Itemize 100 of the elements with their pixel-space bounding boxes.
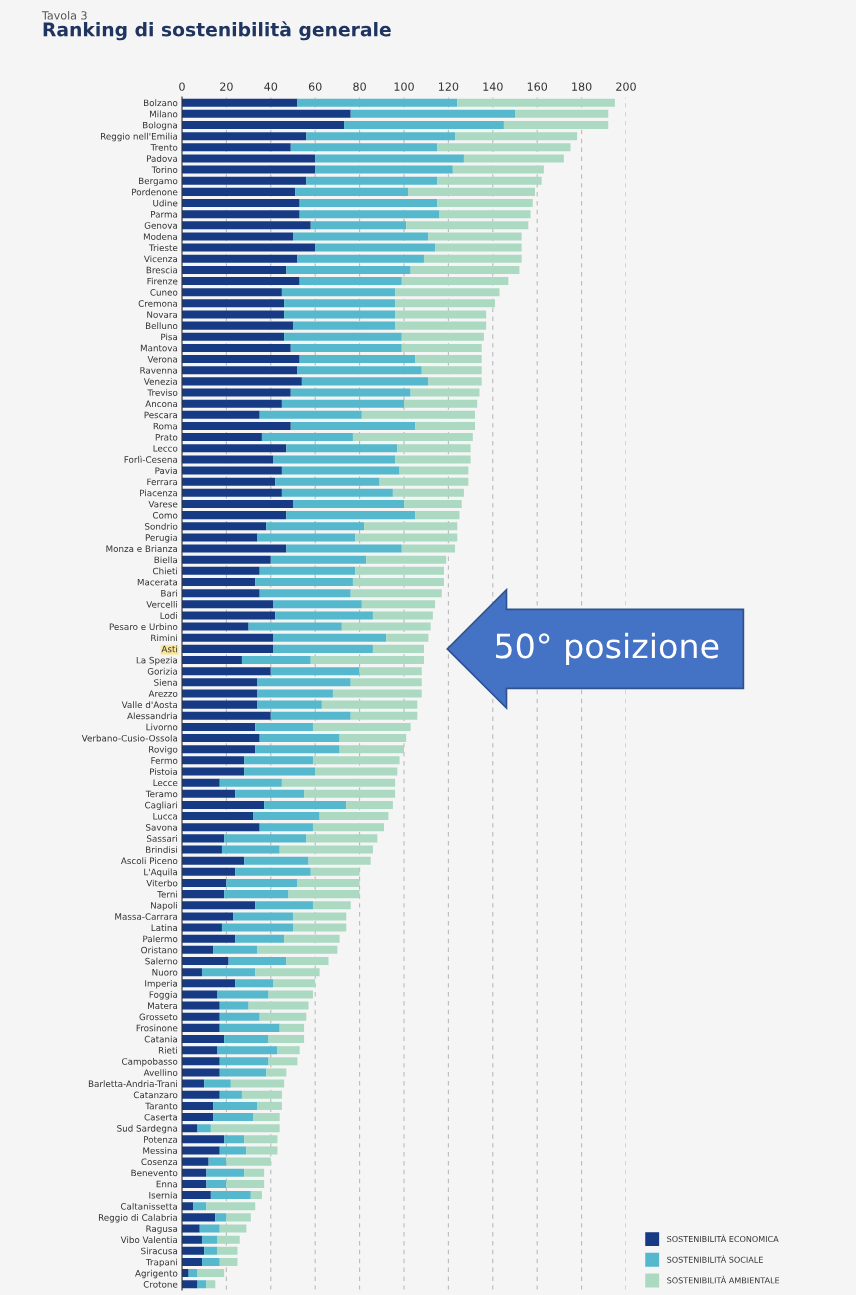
bar	[181, 1224, 200, 1233]
bar	[181, 1046, 218, 1055]
y-tick-label: Rieti	[158, 1046, 177, 1054]
bar	[181, 700, 258, 709]
bar	[312, 823, 385, 832]
x-tick-label: 60	[308, 82, 322, 91]
bar	[292, 321, 396, 330]
bar	[361, 410, 476, 419]
y-tick-label: Novara	[147, 311, 178, 318]
bar	[361, 600, 436, 609]
bar	[206, 1280, 216, 1289]
bar	[437, 143, 571, 152]
bar	[181, 1023, 220, 1032]
bar	[321, 700, 418, 709]
bar	[181, 299, 285, 308]
bar	[259, 734, 340, 743]
bar	[224, 834, 307, 843]
bar	[181, 912, 234, 921]
y-tick-label: Ascoli Piceno	[120, 857, 178, 865]
bar	[181, 689, 258, 698]
bar	[181, 1101, 214, 1110]
y-tick-label: Pescara	[144, 411, 178, 419]
bar	[181, 734, 260, 743]
bar	[244, 1135, 278, 1144]
bar	[292, 499, 404, 508]
y-tick-label: Vicenza	[143, 255, 178, 263]
bar	[437, 176, 542, 185]
bar	[244, 756, 313, 765]
bar	[266, 1068, 287, 1077]
bar	[221, 923, 293, 932]
y-tick-label: Mantova	[140, 344, 178, 352]
bar	[181, 812, 254, 821]
y-tick-label: L'Aquila	[144, 868, 178, 877]
bar	[315, 165, 453, 174]
bar	[181, 711, 271, 720]
y-tick-label: Pavia	[155, 467, 178, 474]
bar	[217, 990, 269, 999]
bar	[290, 421, 416, 430]
bar	[439, 210, 531, 219]
bar	[257, 945, 338, 954]
bar	[341, 622, 431, 631]
bar	[463, 154, 564, 163]
y-tick-label: Savona	[146, 824, 178, 831]
bar	[352, 433, 473, 442]
bar	[257, 1101, 282, 1110]
bar	[310, 221, 407, 230]
y-tick-label: Avellino	[143, 1069, 178, 1076]
bar	[181, 109, 351, 118]
bar	[255, 968, 320, 977]
y-tick-label: Asti	[161, 645, 177, 653]
bar	[208, 1157, 227, 1166]
bar	[339, 745, 404, 754]
bar	[181, 377, 302, 386]
bar	[261, 433, 353, 442]
bar	[181, 533, 258, 542]
bar	[350, 589, 442, 598]
bar	[219, 1057, 269, 1066]
bar	[181, 979, 236, 988]
bar	[181, 165, 316, 174]
bar	[246, 1146, 278, 1155]
bar	[315, 767, 398, 776]
bar	[181, 934, 236, 943]
x-tick-label: 200	[616, 82, 636, 91]
bar	[201, 1235, 218, 1244]
bar	[181, 890, 225, 899]
bar	[181, 187, 296, 196]
y-tick-label: Vercelli	[146, 600, 177, 608]
y-tick-label: Brindisi	[146, 846, 177, 853]
bar	[306, 834, 378, 843]
y-tick-label: Piacenza	[140, 489, 178, 497]
bar	[181, 566, 260, 575]
bar	[286, 956, 329, 966]
y-tick-label: Caserta	[144, 1113, 178, 1121]
y-tick-label: Lucca	[153, 813, 178, 820]
bar	[401, 544, 456, 553]
bar	[281, 488, 393, 497]
bar	[406, 221, 529, 230]
y-tick-label: Catania	[144, 1035, 178, 1043]
bar	[181, 1257, 202, 1266]
y-tick-label: Perugia	[145, 534, 178, 543]
bar	[224, 1135, 245, 1144]
legend-label: SOSTENIBILITÀ AMBIENTALE	[667, 1275, 780, 1284]
bar	[188, 1269, 198, 1278]
y-tick-label: Pordenone	[132, 188, 178, 196]
bar	[181, 499, 293, 508]
bar	[259, 566, 356, 575]
y-tick-label: Foggia	[149, 991, 178, 1000]
bar	[181, 343, 291, 352]
bar	[279, 845, 373, 854]
bar	[219, 1023, 280, 1032]
y-tick-label: Ragusa	[146, 1225, 178, 1234]
bar	[299, 210, 440, 219]
y-tick-label: Reggio di Calabria	[98, 1214, 178, 1223]
bar	[181, 767, 245, 776]
bar	[210, 1191, 251, 1200]
y-tick-label: Massa-Carrara	[115, 913, 178, 920]
y-tick-label: Vibo Valentia	[120, 1236, 178, 1244]
bar	[181, 956, 229, 966]
y-tick-label: Grosseto	[139, 1013, 178, 1021]
bar	[386, 633, 429, 642]
